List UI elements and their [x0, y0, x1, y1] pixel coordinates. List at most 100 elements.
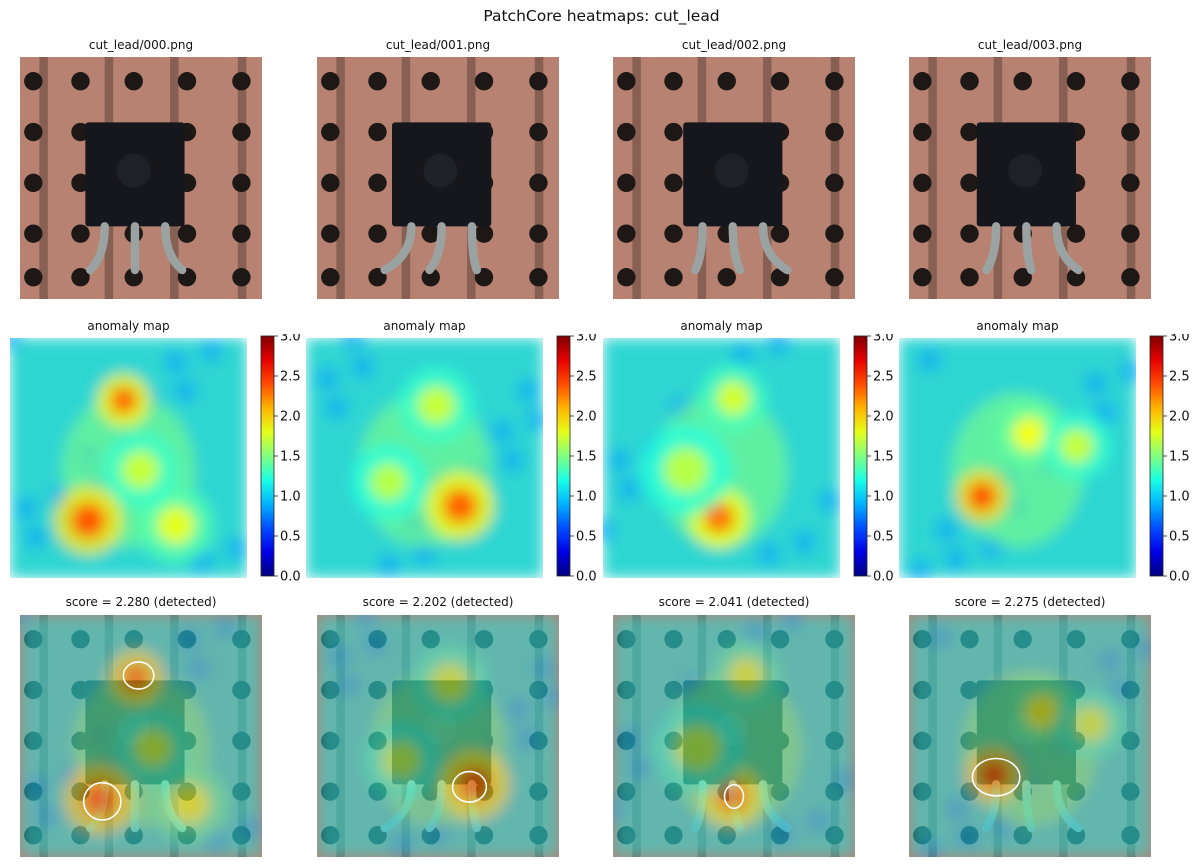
- board-hole: [321, 268, 340, 287]
- score-title: score = 2.041 (detected): [658, 595, 810, 609]
- heat-layer: [20, 615, 262, 857]
- board-hole: [529, 122, 548, 142]
- transistor-lead: [982, 222, 1001, 275]
- heat-hotspot-core: [156, 506, 195, 545]
- heat-low-patch: [818, 489, 840, 514]
- colorbar-tick-label: 0.0: [576, 570, 597, 585]
- colorbar: 0.0 0.5 1.0 1.5 2.0 2.5 3.0: [853, 334, 894, 585]
- heat-hotspot-core: [716, 781, 748, 812]
- board-hole: [71, 268, 90, 287]
- colorbar-tick-label: 0.5: [1169, 530, 1190, 545]
- heat-low-patch: [515, 726, 540, 751]
- heat-low-patch: [1097, 648, 1122, 674]
- anomaly-map-title: anomaly map: [383, 319, 466, 333]
- board-hole: [913, 173, 932, 193]
- figure-title: PatchCore heatmaps: cut_lead: [483, 7, 720, 25]
- board-hole: [529, 72, 548, 91]
- heat-low-patch: [490, 419, 515, 444]
- board-hole: [232, 268, 251, 287]
- board-hole: [1121, 173, 1140, 193]
- image-title: cut_lead/001.png: [385, 38, 491, 52]
- heat-low-patch: [324, 395, 349, 420]
- heat-low-patch: [607, 448, 632, 473]
- heat-low-patch: [362, 631, 388, 657]
- heat-low-patch: [14, 496, 39, 521]
- board-hole: [321, 173, 340, 193]
- colorbar-tick-label: 2.0: [280, 410, 301, 425]
- heat-low-patch: [779, 615, 805, 632]
- heat-hotspot-core: [110, 387, 138, 414]
- strip-gap: [39, 57, 48, 299]
- transistor-lead: [467, 222, 481, 275]
- heat-hotspot-core: [1024, 694, 1060, 730]
- colorbar-tick-label: 1.5: [873, 450, 894, 465]
- heat-low-patch: [532, 656, 557, 681]
- colorbar-tick-label: 2.0: [576, 410, 597, 425]
- heat-low-patch: [377, 554, 401, 578]
- board-hole: [913, 72, 932, 91]
- anomaly-map: [10, 338, 247, 578]
- colorbar-tick-label: 0.5: [576, 530, 597, 545]
- board-hole: [1121, 268, 1140, 287]
- colorbar: 0.0 0.5 1.0 1.5 2.0 2.5 3.0: [260, 334, 301, 585]
- board-hole: [321, 122, 340, 142]
- board-hole: [368, 224, 387, 243]
- heat-low-patch: [613, 796, 626, 821]
- heat-low-patch: [1134, 636, 1151, 661]
- anomaly-map-title: anomaly map: [87, 319, 170, 333]
- board-hole: [232, 173, 251, 193]
- heat-hotspot-core: [716, 380, 751, 416]
- board-hole: [24, 268, 43, 287]
- board-hole: [617, 224, 636, 243]
- board-hole: [232, 122, 251, 142]
- heat-hotspot-core: [82, 781, 118, 817]
- board-hole: [664, 122, 683, 142]
- strip-gap: [632, 57, 641, 299]
- colorbar-tick-label: 0.0: [1169, 570, 1190, 585]
- heat-hotspot-core: [442, 488, 478, 524]
- colorbar-tick-label: 3.0: [873, 334, 894, 345]
- board-hole: [321, 72, 340, 91]
- heat-hotspot-core: [430, 663, 470, 703]
- heat-low-patch: [918, 837, 943, 857]
- heat-low-patch: [617, 726, 643, 751]
- board-hole: [825, 72, 844, 91]
- board-hole: [529, 224, 548, 243]
- heat-low-patch: [351, 354, 375, 379]
- heat-low-patch: [164, 350, 188, 374]
- heat-hotspot-core: [71, 503, 106, 538]
- heat-hotspot-core: [1059, 428, 1094, 464]
- transistor-lead: [691, 222, 707, 275]
- board-hole: [1066, 72, 1086, 91]
- anomaly-contour: [971, 757, 1021, 797]
- heat-hotspot-core: [968, 483, 996, 510]
- heat-layer: [909, 615, 1151, 857]
- heat-low-patch: [945, 796, 970, 821]
- heat-hotspot-core: [1012, 416, 1047, 452]
- board-hole: [770, 224, 790, 243]
- heat-low-patch: [326, 644, 351, 669]
- anomaly-map-title: anomaly map: [680, 319, 763, 333]
- board-hole: [960, 268, 979, 287]
- heat-low-patch: [425, 820, 451, 845]
- board-hole: [1121, 72, 1140, 91]
- heat-hotspot-core: [417, 386, 456, 425]
- board-hole: [232, 224, 251, 243]
- board-hole: [24, 122, 43, 142]
- anomaly-contour: [122, 661, 155, 690]
- board-hole: [664, 224, 683, 243]
- board-hole: [529, 268, 548, 287]
- board-hole: [825, 224, 844, 243]
- image-title: cut_lead/000.png: [88, 38, 194, 52]
- original-image: [20, 57, 262, 299]
- board-hole: [825, 122, 844, 142]
- score-title: score = 2.202 (detected): [362, 595, 514, 609]
- colorbar-gradient: [556, 335, 571, 577]
- board-hole: [24, 173, 43, 193]
- heat-low-patch: [542, 685, 559, 710]
- board-hole: [825, 268, 844, 287]
- heat-low-patch: [908, 558, 933, 578]
- board-hole: [617, 72, 636, 91]
- heat-low-patch: [505, 697, 530, 722]
- transistor-lead: [1052, 222, 1083, 275]
